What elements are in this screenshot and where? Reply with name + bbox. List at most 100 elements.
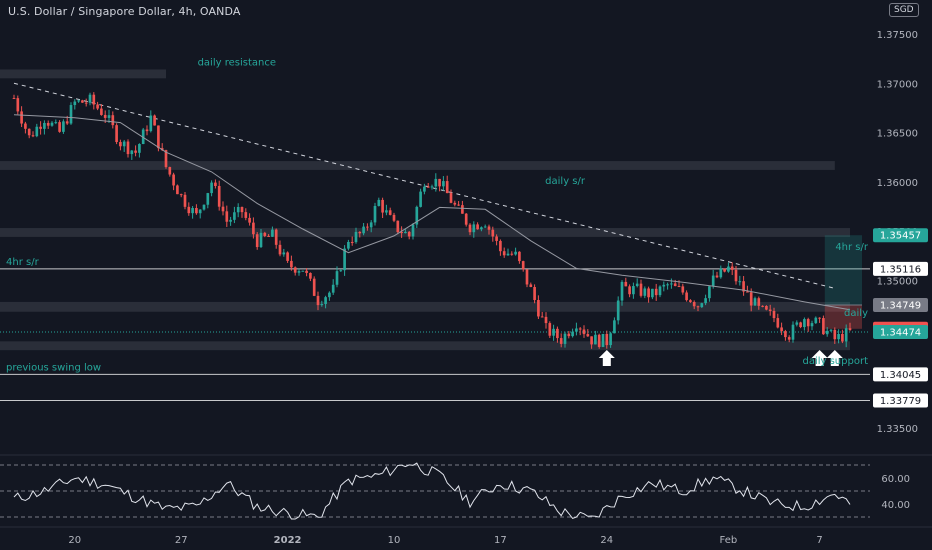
candle (844, 328, 848, 342)
candle (590, 336, 593, 345)
candle (571, 331, 574, 337)
candle (255, 234, 259, 248)
x-tick-label: 27 (175, 535, 188, 546)
candle (734, 269, 738, 282)
candle (548, 323, 552, 336)
candle (468, 224, 472, 233)
candle (544, 316, 548, 324)
position-stop-box[interactable] (824, 304, 862, 329)
candle (624, 281, 628, 287)
sr-zone (0, 341, 850, 351)
candle (149, 115, 153, 132)
up-arrow-icon (826, 350, 843, 366)
candle (582, 329, 586, 335)
candle (453, 202, 457, 205)
candle (343, 248, 346, 271)
annotation-4hr-sr-left: 4hr s/r (6, 257, 40, 268)
candle (259, 232, 263, 248)
candle (833, 329, 837, 340)
price-label-box (873, 393, 928, 408)
candle (654, 288, 658, 296)
candle (153, 115, 156, 126)
candle (491, 229, 495, 237)
candle (293, 267, 297, 273)
candle (236, 207, 240, 213)
candle (594, 334, 597, 345)
candle (358, 231, 362, 234)
candle (772, 310, 776, 319)
sr-zone (0, 228, 850, 237)
candle (331, 284, 335, 293)
candle (613, 320, 616, 334)
candle (495, 236, 498, 241)
candle (632, 286, 635, 295)
candle (749, 292, 753, 306)
y-tick-label: 1.37000 (877, 79, 918, 90)
candle (559, 338, 563, 344)
candle (362, 226, 365, 234)
candle (787, 337, 791, 340)
trendline[interactable] (13, 82, 835, 289)
candle (16, 98, 20, 112)
candle (423, 186, 426, 192)
candle (525, 269, 529, 285)
x-tick-label: 7 (816, 535, 822, 546)
candle (202, 204, 206, 210)
price-label: 1.33779 (880, 396, 921, 407)
candle (210, 182, 213, 194)
price-label: 1.34474 (880, 328, 921, 339)
candle (514, 251, 517, 255)
candle (316, 295, 320, 306)
candle (195, 208, 198, 214)
x-tick-label: 10 (388, 535, 401, 546)
candle (639, 283, 643, 296)
candle (776, 318, 780, 328)
annotation-daily: daily (844, 308, 868, 319)
candle (529, 284, 533, 287)
oscillator-line (13, 462, 851, 520)
candle (366, 226, 369, 228)
candle (643, 288, 647, 296)
candle (46, 122, 50, 126)
candle (328, 292, 331, 298)
candle (271, 229, 274, 237)
candle (240, 207, 244, 213)
y-tick-label: 1.37500 (877, 30, 918, 41)
candle (780, 327, 783, 332)
candle (818, 317, 821, 319)
candle (426, 186, 430, 188)
candle (385, 210, 388, 213)
candle (130, 150, 134, 155)
candle (12, 98, 16, 100)
candle (765, 305, 768, 310)
candle (221, 206, 225, 212)
y-tick-label: 1.35000 (877, 276, 918, 287)
candle (164, 150, 168, 168)
candle (381, 199, 384, 213)
candle (696, 306, 700, 308)
candle (297, 271, 301, 273)
candle (480, 227, 483, 230)
price-label-box (873, 325, 928, 340)
y-tick-label: 1.36000 (877, 178, 918, 189)
candle (700, 303, 704, 308)
currency-badge[interactable]: SGD (889, 3, 919, 17)
candle (727, 266, 730, 272)
candle (263, 232, 267, 236)
oscillator-tick-label: 40.00 (881, 500, 910, 511)
candle (685, 292, 688, 301)
candle (350, 241, 354, 243)
candle (134, 150, 137, 153)
price-label: 1.35457 (880, 231, 921, 242)
candle (461, 205, 464, 214)
candle (768, 309, 772, 311)
candle (419, 191, 422, 207)
candle (753, 298, 757, 306)
candle (563, 333, 567, 344)
candle (100, 108, 103, 115)
candle (689, 300, 692, 303)
position-target-box[interactable] (824, 235, 862, 305)
candle (50, 122, 54, 126)
candle (107, 115, 111, 118)
